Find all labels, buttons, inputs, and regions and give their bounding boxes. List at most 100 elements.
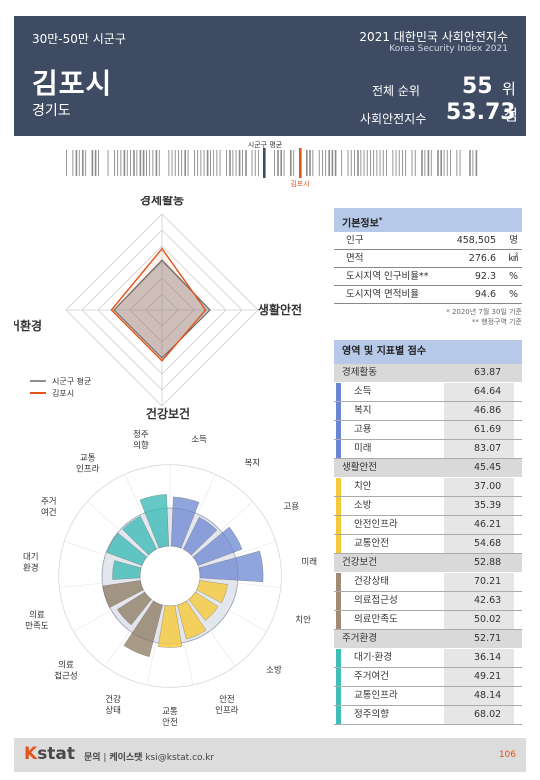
score-group-value: 63.87 xyxy=(474,367,502,378)
polar-bar xyxy=(192,526,243,566)
strip-tick xyxy=(85,150,87,176)
score-item-value: 64.64 xyxy=(444,383,514,401)
population-category: 30만-50만 시군구 xyxy=(32,32,126,46)
score-item-value: 37.00 xyxy=(444,478,514,496)
strip-tick xyxy=(66,150,67,176)
legend-avg-label: 시군구 평균 xyxy=(52,376,91,386)
strip-tick xyxy=(293,150,295,176)
kstat-logo: Kstat xyxy=(24,744,76,764)
info-row: 도시지역 인구비율** 92.3% xyxy=(334,268,522,286)
score-item-name: 정주의향 xyxy=(354,709,389,720)
polar-spoke xyxy=(64,541,142,568)
strip-tick xyxy=(328,150,330,176)
strip-tick xyxy=(158,150,160,176)
strip-tick xyxy=(258,150,259,176)
legend-city-label: 김포시 xyxy=(52,388,74,398)
polar-bars xyxy=(102,494,264,658)
strip-tick xyxy=(360,150,362,176)
score-group-name: 주거환경 xyxy=(342,633,377,644)
score-item-value: 36.14 xyxy=(444,649,514,667)
contact-info: 문의 | 케이스탯 ksi@kstat.co.kr xyxy=(84,753,215,763)
score-item-row: 교통안전 54.68 xyxy=(334,535,522,554)
contact-email[interactable]: ksi@kstat.co.kr xyxy=(145,753,215,763)
score-item-color-bar xyxy=(336,478,341,496)
strip-tick xyxy=(235,150,237,176)
strip-tick xyxy=(386,150,387,176)
radar-axis-label-safety: 생활안전 xyxy=(258,302,302,317)
strip-tick xyxy=(450,150,451,176)
polar-category-label: 주거 여건 xyxy=(41,497,57,518)
score-item-value: 46.86 xyxy=(444,402,514,420)
polar-category-label: 교통 인프라 xyxy=(76,454,100,475)
score-group-name: 생활안전 xyxy=(342,462,377,473)
polar-category-label: 소득 xyxy=(191,435,207,445)
strip-tick xyxy=(274,150,275,176)
strip-tick xyxy=(91,150,94,176)
strip-tick xyxy=(133,150,135,176)
score-item-color-bar xyxy=(336,535,341,553)
polar-spoke xyxy=(199,578,281,588)
strip-tick xyxy=(130,150,131,176)
polar-outer-ring xyxy=(58,464,282,688)
strip-tick xyxy=(459,150,461,176)
polar-spoke xyxy=(187,600,236,667)
strip-tick xyxy=(78,150,80,176)
polar-category-label: 복지 xyxy=(244,459,260,469)
strip-tick xyxy=(430,150,432,176)
score-item-name: 건강상태 xyxy=(354,576,389,587)
score-item-color-bar xyxy=(336,668,341,686)
strip-tick xyxy=(341,150,343,176)
score-item-name: 복지 xyxy=(354,405,372,416)
score-item-name: 의료접근성 xyxy=(354,595,398,606)
score-item-value: 48.14 xyxy=(444,687,514,705)
polar-category-label: 소방 xyxy=(266,665,282,676)
radar-series xyxy=(110,247,211,362)
strip-tick xyxy=(475,150,478,176)
strip-tick xyxy=(382,150,384,176)
polar-bar xyxy=(170,496,200,549)
strip-tick xyxy=(203,150,205,176)
strip-tick xyxy=(322,150,323,176)
score-item-value: 68.02 xyxy=(444,706,514,724)
strip-tick xyxy=(200,150,202,176)
score-group-row: 주거환경 52.71 xyxy=(334,630,522,649)
strip-tick xyxy=(363,150,365,176)
strip-tick xyxy=(120,150,122,176)
info-row-value: 92.3 xyxy=(474,271,496,282)
strip-tick xyxy=(238,150,241,176)
score-group-row: 경제활동 63.87 xyxy=(334,364,522,383)
strip-tick xyxy=(171,150,173,176)
polar-category-label: 교통 안전 xyxy=(162,707,178,728)
polar-spoke xyxy=(87,501,148,557)
info-row-unit: % xyxy=(508,271,518,282)
polar-bar xyxy=(122,516,157,556)
info-row-label: 도시지역 면적비율 xyxy=(346,289,419,300)
strip-tick xyxy=(405,150,407,176)
strip-tick xyxy=(280,150,282,176)
strip-tick xyxy=(437,150,439,176)
polar-category-label: 안전 인프라 xyxy=(215,694,239,716)
score-item-row: 대기·환경 36.14 xyxy=(334,649,522,668)
score-group-value: 52.71 xyxy=(474,633,502,644)
strip-avg-label: 시군구 평균 xyxy=(248,140,283,149)
strip-tick xyxy=(210,150,211,176)
score-item-color-bar xyxy=(336,687,341,705)
strip-tick xyxy=(331,150,334,176)
radar-axis-label-economy: 경제활동 xyxy=(140,196,184,207)
province-name: 경기도 xyxy=(32,103,71,119)
score-item-value: 83.07 xyxy=(444,440,514,458)
polar-category-label: 의료 만족도 xyxy=(25,609,49,631)
basic-info-rows: 인구 458,505 명 면적 276.6 ㎢ 도시지역 인구비율** 92.3% 도시지역 면… xyxy=(334,232,522,304)
polar-bar xyxy=(102,580,144,608)
score-item-row: 복지 46.86 xyxy=(334,402,522,421)
score-item-row: 소방 35.39 xyxy=(334,497,522,516)
strip-tick xyxy=(114,150,115,176)
strip-tick xyxy=(373,150,375,176)
score-item-value: 54.68 xyxy=(444,535,514,553)
score-item-name: 치안 xyxy=(354,481,372,492)
score-item-row: 주거여건 49.21 xyxy=(334,668,522,687)
strip-tick xyxy=(94,150,97,176)
strip-tick xyxy=(472,150,474,176)
strip-tick xyxy=(194,150,195,176)
